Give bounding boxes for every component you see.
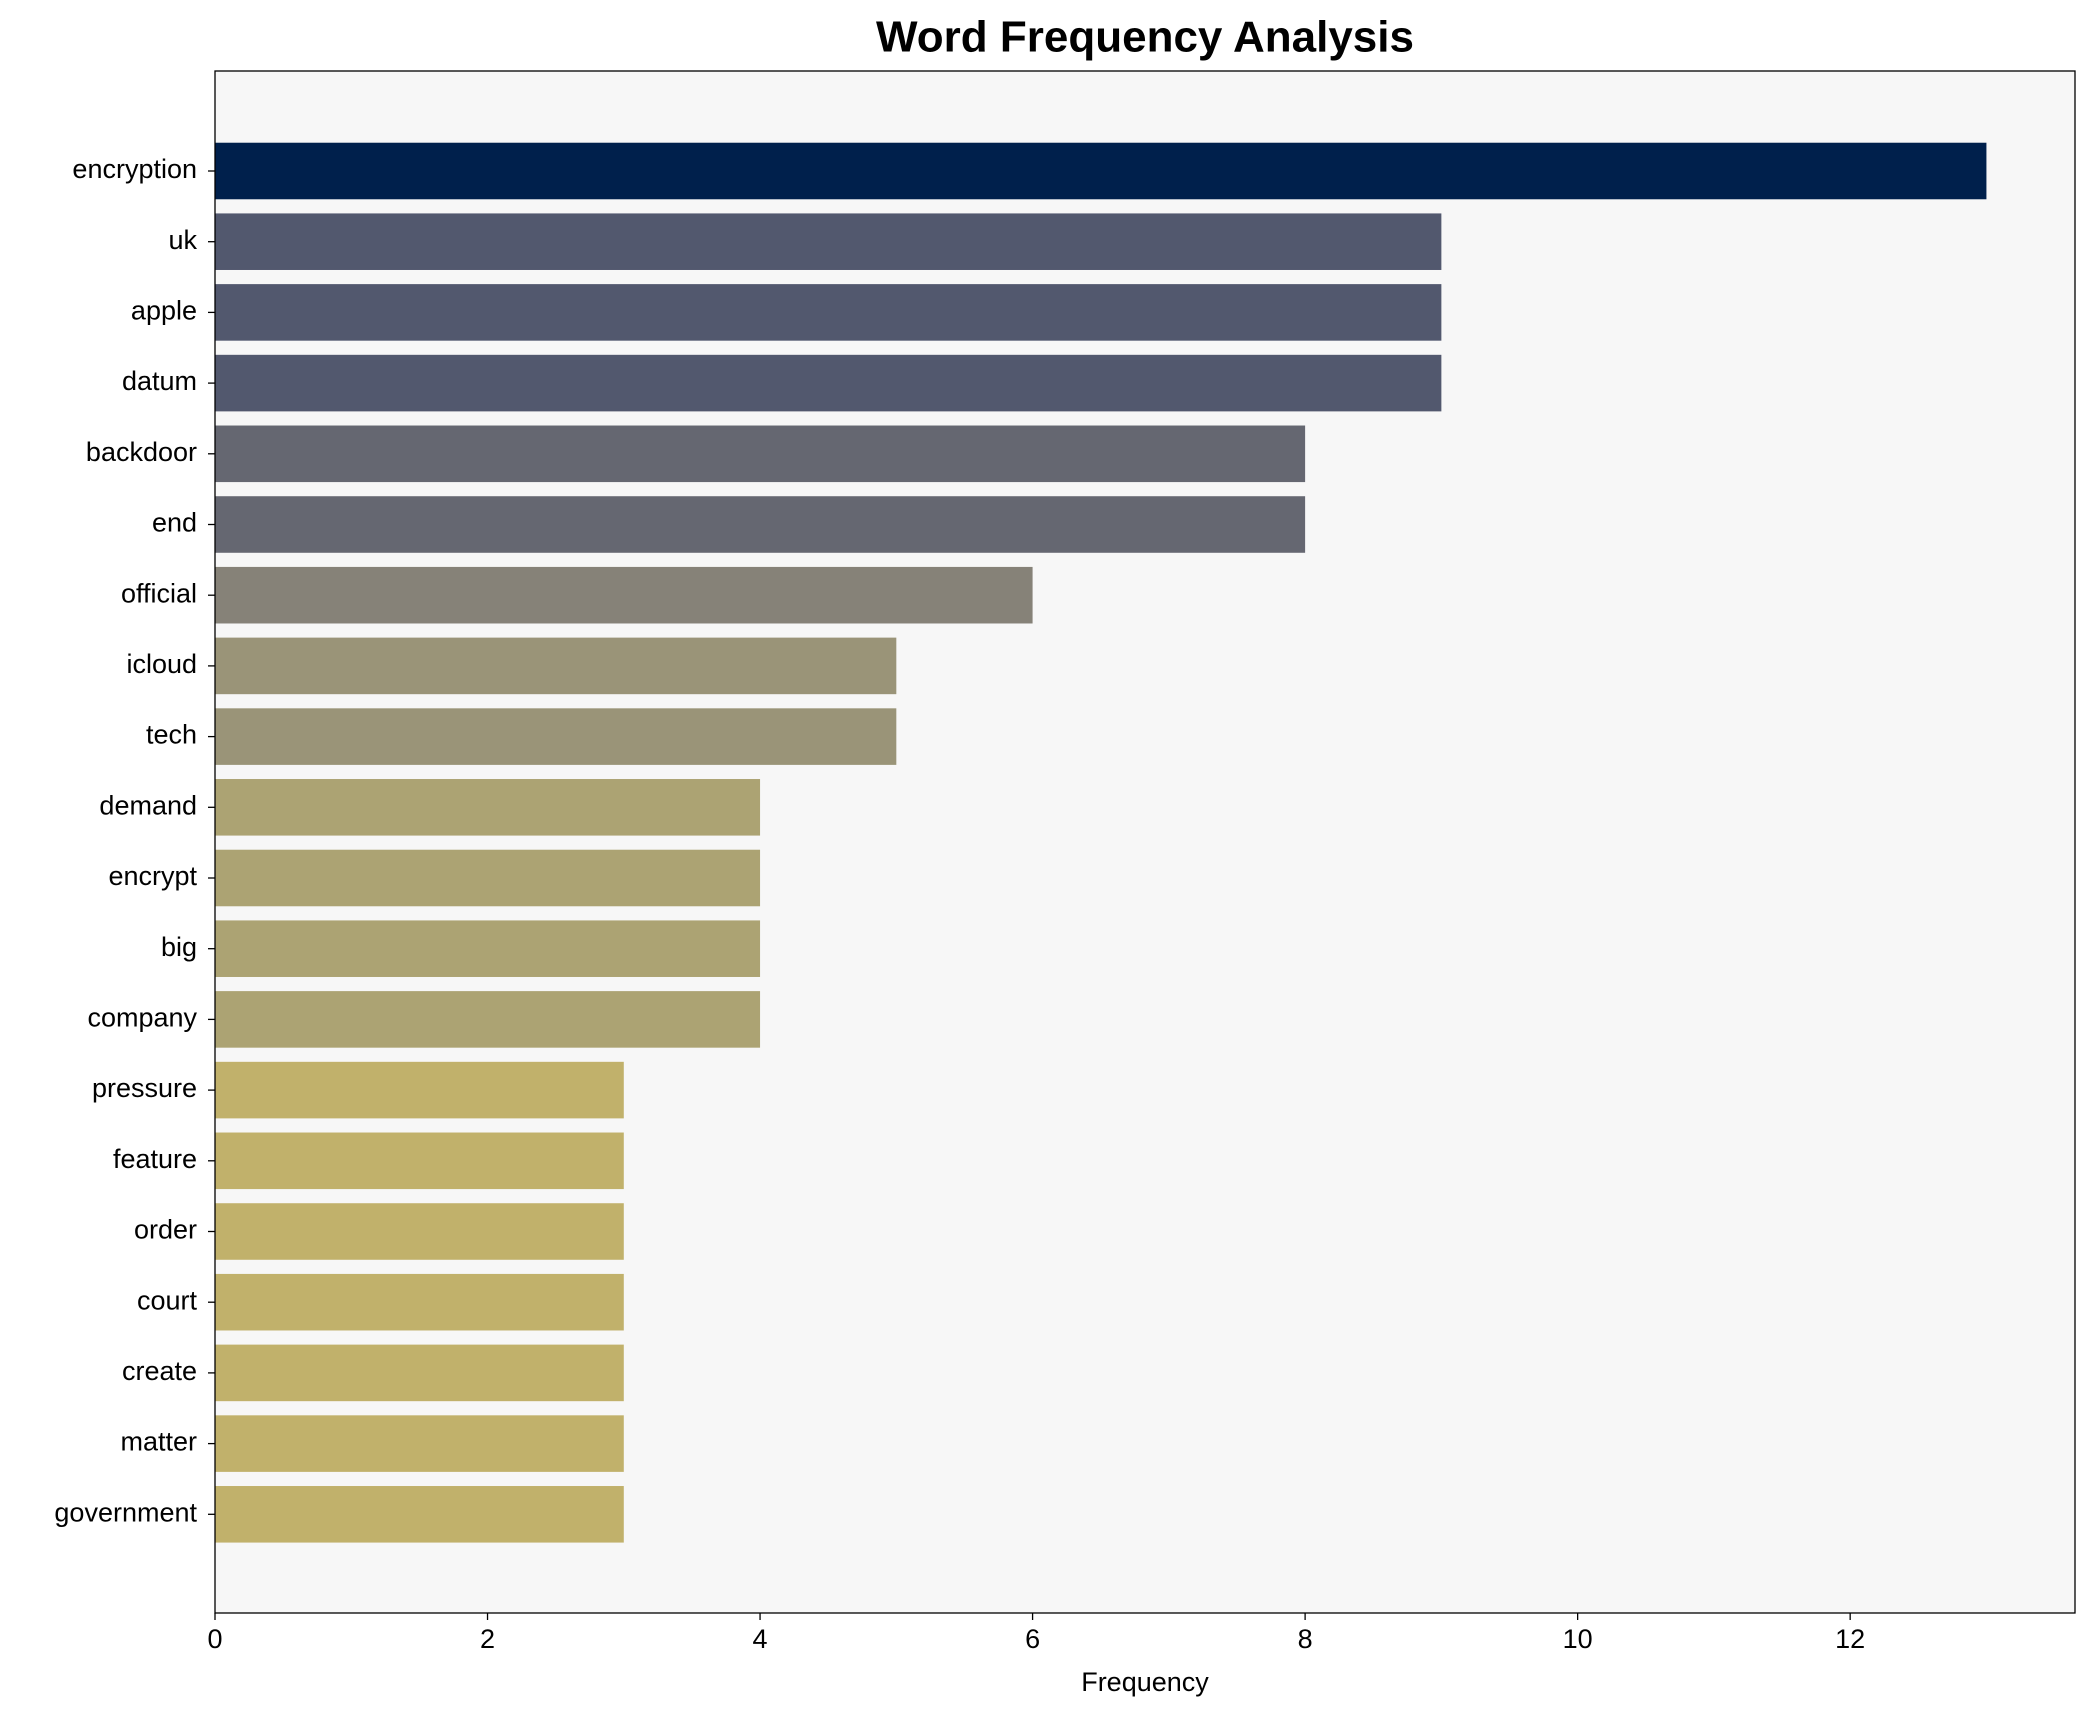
bar bbox=[215, 425, 1306, 483]
bar bbox=[215, 1132, 624, 1190]
x-tick-label: 0 bbox=[207, 1624, 222, 1654]
x-tick-label: 6 bbox=[1025, 1624, 1040, 1654]
y-tick-label: big bbox=[161, 932, 197, 962]
y-tick-label: government bbox=[54, 1497, 197, 1527]
bar bbox=[215, 354, 1442, 412]
y-tick-label: icloud bbox=[126, 649, 197, 679]
y-tick-label: encrypt bbox=[108, 861, 197, 891]
bar bbox=[215, 637, 897, 695]
bar bbox=[215, 496, 1306, 553]
bar bbox=[215, 920, 761, 977]
y-tick-label: end bbox=[152, 508, 197, 538]
y-tick-label: order bbox=[134, 1215, 197, 1245]
y-tick-label: datum bbox=[122, 366, 197, 396]
x-axis-label: Frequency bbox=[1081, 1667, 1209, 1697]
bar bbox=[215, 1344, 624, 1402]
y-tick-label: court bbox=[137, 1285, 198, 1315]
x-tick-label: 4 bbox=[753, 1624, 768, 1654]
bar bbox=[215, 991, 761, 1048]
y-tick-label: apple bbox=[131, 296, 197, 326]
y-tick-label: company bbox=[87, 1003, 197, 1033]
bar bbox=[215, 142, 1987, 200]
bar bbox=[215, 708, 897, 765]
bar bbox=[215, 284, 1442, 341]
bar bbox=[215, 1273, 624, 1331]
y-tick-label: feature bbox=[113, 1144, 197, 1174]
bar bbox=[215, 1203, 624, 1260]
chart-title: Word Frequency Analysis bbox=[876, 13, 1414, 62]
y-tick-label: encryption bbox=[72, 154, 197, 184]
y-tick-label: uk bbox=[168, 225, 197, 255]
y-tick-label: official bbox=[121, 578, 197, 608]
bar bbox=[215, 1061, 624, 1119]
y-tick-label: matter bbox=[120, 1427, 197, 1457]
plot-frame bbox=[214, 70, 2076, 1614]
x-tick-label: 8 bbox=[1298, 1624, 1313, 1654]
y-tick-label: demand bbox=[99, 790, 197, 820]
y-tick-label: create bbox=[122, 1356, 197, 1386]
x-tick-label: 10 bbox=[1563, 1624, 1593, 1654]
y-tick-label: backdoor bbox=[86, 437, 197, 467]
bar bbox=[215, 1486, 624, 1543]
bar bbox=[215, 566, 1033, 624]
x-tick-label: 2 bbox=[480, 1624, 495, 1654]
bar bbox=[215, 779, 761, 836]
y-tick-label: pressure bbox=[92, 1073, 197, 1103]
bar bbox=[215, 1415, 624, 1472]
x-tick-label: 12 bbox=[1835, 1624, 1865, 1654]
y-tick-label: tech bbox=[146, 720, 197, 750]
bar bbox=[215, 849, 761, 907]
bar bbox=[215, 213, 1442, 270]
